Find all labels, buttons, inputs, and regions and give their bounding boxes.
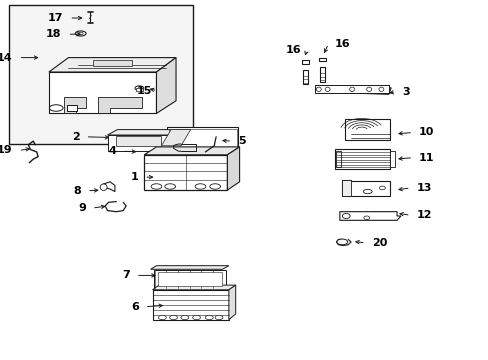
Ellipse shape xyxy=(378,87,383,91)
Bar xyxy=(67,105,77,111)
Polygon shape xyxy=(228,285,235,320)
Polygon shape xyxy=(339,212,400,220)
Text: 3: 3 xyxy=(401,87,409,97)
Polygon shape xyxy=(144,147,239,155)
Ellipse shape xyxy=(215,315,223,320)
Bar xyxy=(158,272,221,286)
Text: 19: 19 xyxy=(0,145,13,156)
Polygon shape xyxy=(49,72,156,113)
Polygon shape xyxy=(49,58,176,72)
Polygon shape xyxy=(315,86,390,94)
Ellipse shape xyxy=(209,184,220,189)
Text: 11: 11 xyxy=(418,153,434,163)
Polygon shape xyxy=(107,130,190,135)
Bar xyxy=(136,88,142,91)
Ellipse shape xyxy=(363,216,369,220)
Polygon shape xyxy=(227,147,239,190)
Ellipse shape xyxy=(195,184,205,189)
Text: 6: 6 xyxy=(131,302,139,312)
Text: 5: 5 xyxy=(238,136,245,146)
Polygon shape xyxy=(152,290,228,320)
Ellipse shape xyxy=(366,87,371,91)
Polygon shape xyxy=(150,266,228,269)
Polygon shape xyxy=(144,155,227,190)
Text: 1: 1 xyxy=(130,172,138,182)
Polygon shape xyxy=(342,180,389,196)
Bar xyxy=(93,60,132,66)
Ellipse shape xyxy=(363,189,371,194)
Polygon shape xyxy=(107,135,181,151)
Ellipse shape xyxy=(49,105,63,111)
Text: 15: 15 xyxy=(136,86,151,96)
Ellipse shape xyxy=(349,87,354,91)
Ellipse shape xyxy=(336,239,347,245)
Text: 8: 8 xyxy=(73,186,81,196)
Ellipse shape xyxy=(135,86,143,90)
Ellipse shape xyxy=(158,315,166,320)
Bar xyxy=(345,119,389,140)
Ellipse shape xyxy=(181,315,188,320)
Bar xyxy=(303,70,307,84)
Text: 20: 20 xyxy=(371,238,386,248)
Ellipse shape xyxy=(151,184,162,189)
Polygon shape xyxy=(98,97,142,113)
Ellipse shape xyxy=(164,184,175,189)
Text: 18: 18 xyxy=(46,29,61,39)
Polygon shape xyxy=(342,180,350,196)
Text: 10: 10 xyxy=(418,127,433,138)
Polygon shape xyxy=(116,136,161,146)
Bar xyxy=(9,5,193,144)
Polygon shape xyxy=(152,285,235,290)
Text: 17: 17 xyxy=(48,13,63,23)
Ellipse shape xyxy=(205,315,213,320)
Polygon shape xyxy=(389,151,394,167)
Bar xyxy=(167,127,238,162)
Text: 12: 12 xyxy=(416,210,431,220)
Ellipse shape xyxy=(342,213,349,219)
Text: 4: 4 xyxy=(108,146,116,156)
Bar xyxy=(169,129,236,161)
Ellipse shape xyxy=(316,87,321,91)
Text: 16: 16 xyxy=(285,45,301,55)
Polygon shape xyxy=(63,97,85,113)
Ellipse shape xyxy=(379,186,385,190)
Text: 14: 14 xyxy=(0,53,13,63)
Bar xyxy=(320,67,325,82)
Text: 16: 16 xyxy=(334,39,349,49)
Bar xyxy=(302,60,308,64)
Polygon shape xyxy=(156,58,176,113)
Ellipse shape xyxy=(192,315,200,320)
Polygon shape xyxy=(336,151,341,167)
Bar xyxy=(335,149,389,169)
Ellipse shape xyxy=(75,31,86,36)
Ellipse shape xyxy=(169,315,177,320)
Text: 2: 2 xyxy=(72,132,80,142)
Text: 7: 7 xyxy=(122,270,130,280)
Polygon shape xyxy=(161,130,190,146)
Ellipse shape xyxy=(78,32,83,35)
Ellipse shape xyxy=(325,87,329,91)
Bar xyxy=(153,270,225,288)
Text: 9: 9 xyxy=(78,203,86,213)
Bar xyxy=(319,58,325,61)
Bar xyxy=(315,85,388,93)
Text: 13: 13 xyxy=(416,183,431,193)
Ellipse shape xyxy=(100,184,107,190)
